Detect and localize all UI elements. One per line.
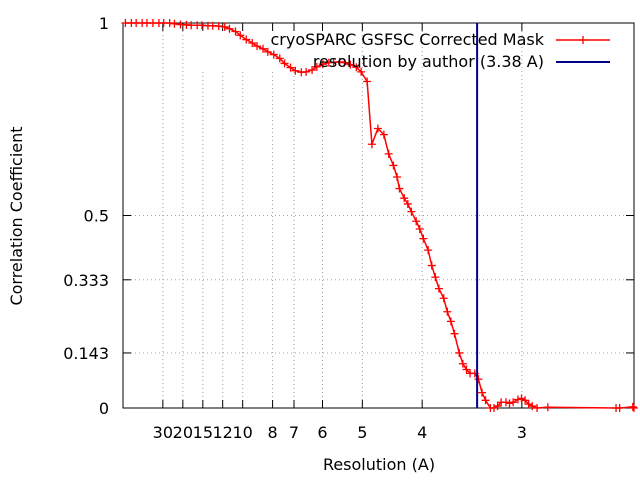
fsc-point xyxy=(501,398,510,407)
fsc-point xyxy=(412,217,421,226)
fsc-point xyxy=(478,388,487,397)
fsc-point xyxy=(517,394,526,403)
fsc-point xyxy=(248,39,257,48)
fsc-point xyxy=(308,65,317,74)
fsc-point xyxy=(231,27,240,36)
fsc-point xyxy=(170,19,179,28)
x-tick-label: 12 xyxy=(213,423,233,442)
fsc-point xyxy=(450,329,459,338)
fsc-point xyxy=(400,194,409,203)
fsc-point xyxy=(280,59,289,68)
fsc-point xyxy=(628,402,637,411)
fsc-point xyxy=(373,124,382,133)
x-tick-label: 15 xyxy=(193,423,213,442)
fsc-point xyxy=(615,404,624,412)
fsc-point xyxy=(389,161,398,170)
legend-label: resolution by author (3.38 A) xyxy=(313,52,544,71)
fsc-point xyxy=(242,35,251,44)
fsc-point xyxy=(357,67,366,76)
x-axis-title: Resolution (A) xyxy=(323,455,435,474)
fsc-point xyxy=(407,207,416,216)
fsc-point xyxy=(393,173,402,181)
fsc-point xyxy=(346,60,355,69)
fsc-point xyxy=(220,22,229,31)
fsc-point xyxy=(214,22,223,31)
x-tick-label: 7 xyxy=(289,423,299,442)
fsc-point xyxy=(458,359,467,368)
fsc-point xyxy=(505,399,514,408)
x-tick-label: 4 xyxy=(417,423,427,442)
legend: cryoSPARC GSFSC Corrected Mask resolution… xyxy=(270,30,610,71)
x-tick-label: 10 xyxy=(232,423,252,442)
fsc-point xyxy=(335,57,344,66)
fsc-point xyxy=(521,396,530,405)
y-tick-label: 0.5 xyxy=(84,207,109,226)
fsc-point xyxy=(367,140,376,149)
fsc-point xyxy=(533,404,542,412)
fsc-point xyxy=(439,294,448,303)
fsc-point xyxy=(513,395,522,404)
x-tick-label: 6 xyxy=(317,423,327,442)
fsc-point xyxy=(509,398,518,407)
series-layer xyxy=(121,19,638,412)
plot-border xyxy=(122,22,635,409)
y-tick-label: 0 xyxy=(99,399,109,418)
y-tick-label: 0.143 xyxy=(63,344,109,363)
fsc-point xyxy=(489,404,498,412)
legend-marker xyxy=(579,36,587,44)
y-tick-label: 1 xyxy=(99,14,109,33)
fsc-point xyxy=(524,400,533,409)
fsc-point xyxy=(302,67,311,76)
fsc-point xyxy=(318,60,327,69)
fsc-point xyxy=(340,58,349,67)
axes: 0 0.143 0.333 0.5 1 30 20 15 12 10 8 7 6 5 4 3 xyxy=(63,14,635,442)
fsc-point xyxy=(269,50,278,59)
y-axis-title: Correlation Coefficient xyxy=(7,126,26,305)
fsc-point xyxy=(286,63,295,72)
x-tick-label: 5 xyxy=(357,423,367,442)
fsc-point xyxy=(236,31,245,40)
fsc-point xyxy=(352,63,361,72)
fsc-point xyxy=(431,273,440,282)
fsc-point xyxy=(403,199,412,208)
fsc-point xyxy=(415,224,424,233)
x-tick-label: 30 xyxy=(153,423,173,442)
fsc-point xyxy=(528,402,537,411)
x-tick-label: 20 xyxy=(173,423,193,442)
fsc-point xyxy=(275,54,284,63)
fsc-point xyxy=(384,149,393,158)
fsc-point xyxy=(543,403,552,412)
fsc-point xyxy=(225,24,234,33)
x-tick-label: 8 xyxy=(267,423,277,442)
fsc-point xyxy=(427,261,436,270)
fsc-point xyxy=(462,365,471,374)
fsc-point xyxy=(263,47,272,56)
fsc-point xyxy=(481,396,490,405)
fsc-point xyxy=(455,348,464,357)
fsc-point xyxy=(165,19,174,27)
fsc-point xyxy=(434,284,443,293)
fsc-point xyxy=(424,246,433,255)
grid-lines xyxy=(123,23,634,408)
fsc-point xyxy=(474,375,483,384)
fsc-point xyxy=(259,44,268,53)
fsc-point xyxy=(395,184,404,193)
fsc-point xyxy=(493,402,502,411)
fsc-point xyxy=(291,66,300,75)
fsc-point xyxy=(312,62,321,71)
fsc-point xyxy=(379,130,388,139)
fsc-point xyxy=(446,317,455,326)
y-tick-label: 0.333 xyxy=(63,271,109,290)
x-tick-label: 3 xyxy=(517,423,527,442)
fsc-point xyxy=(443,307,452,316)
fsc-point xyxy=(253,42,262,51)
legend-label: cryoSPARC GSFSC Corrected Mask xyxy=(270,30,544,49)
fsc-point xyxy=(419,234,428,243)
fsc-point xyxy=(630,404,638,412)
fsc-point xyxy=(363,77,372,86)
